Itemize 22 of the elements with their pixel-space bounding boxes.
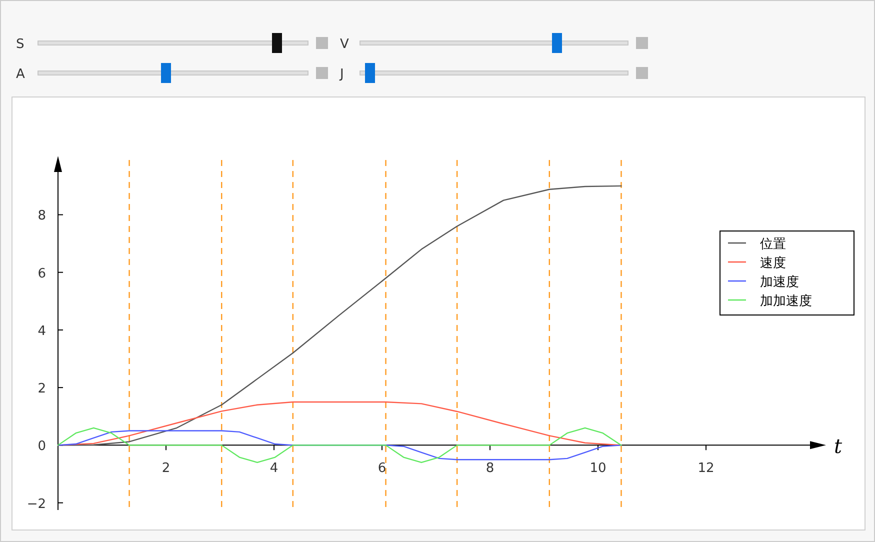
- x-tick-label: 4: [270, 461, 278, 476]
- y-tick-label: 2: [38, 382, 46, 397]
- legend-label: 位置: [760, 237, 786, 252]
- y-tick-label: 4: [38, 324, 46, 339]
- text: S: [16, 37, 24, 52]
- x-tick-label: 12: [698, 461, 714, 476]
- x-tick-label: 6: [378, 461, 386, 476]
- text: J: [339, 67, 344, 82]
- text: V: [340, 37, 349, 52]
- text: A: [16, 67, 25, 82]
- x-axis-title: t: [834, 434, 843, 458]
- legend-label: 速度: [760, 255, 786, 271]
- y-tick-label: −2: [26, 496, 46, 512]
- y-tick-label: 6: [38, 266, 46, 282]
- y-tick-label: 8: [38, 208, 46, 224]
- x-tick-label: 2: [162, 461, 170, 476]
- legend-label: 加加速度: [760, 293, 812, 309]
- x-tick-label: 10: [590, 461, 606, 476]
- x-tick-label: 8: [486, 461, 494, 476]
- legend-label: 加速度: [760, 274, 799, 290]
- line-series: [57, 185, 622, 446]
- y-tick-label: 0: [38, 439, 46, 454]
